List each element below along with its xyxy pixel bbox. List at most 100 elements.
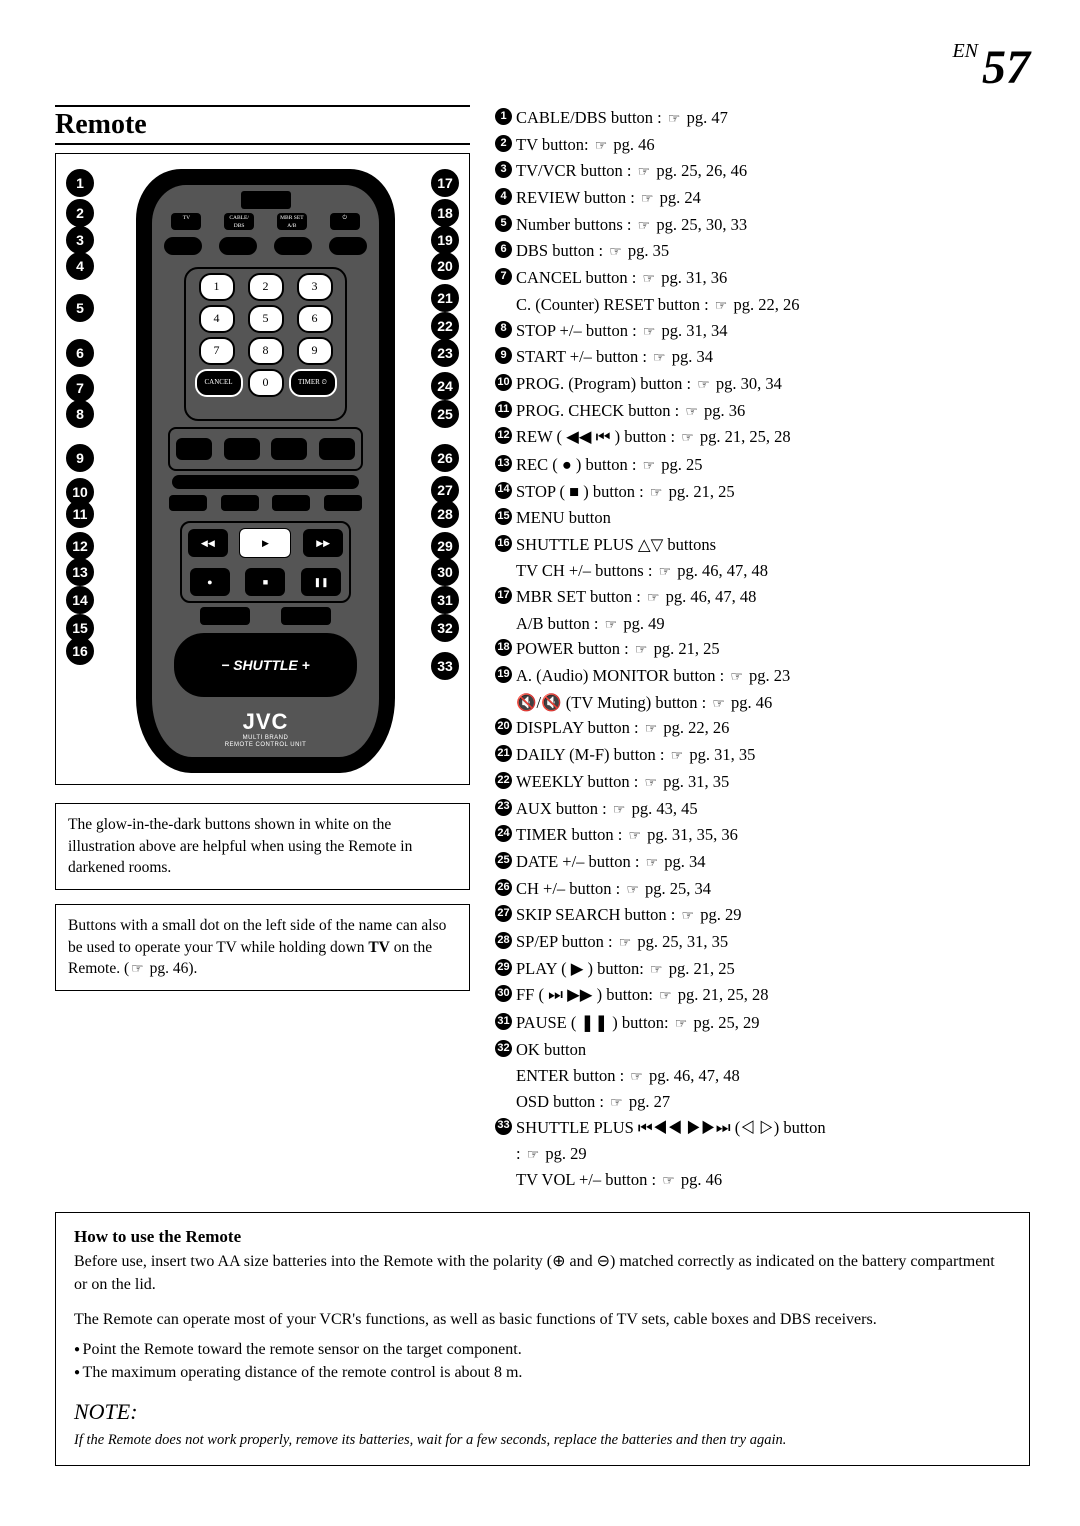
callout-2: 2 (66, 199, 94, 227)
ref-num: 13 (495, 455, 512, 472)
callout-4: 4 (66, 252, 94, 280)
ref-sub: TV CH +/– buttons : pg. 46, 47, 48 (495, 558, 1030, 584)
ref-num: 14 (495, 482, 512, 499)
ref-num: 16 (495, 535, 512, 552)
info-box-dot: Buttons with a small dot on the left sid… (55, 904, 470, 991)
ref-item-28: 28SP/EP button : pg. 25, 31, 35 (495, 929, 1030, 955)
pg-icon (683, 401, 700, 420)
ref-num: 20 (495, 718, 512, 735)
pg-icon (641, 321, 658, 340)
ref-text: OK button (516, 1037, 1030, 1063)
ref-item-27: 27SKIP SEARCH button : pg. 29 (495, 902, 1030, 928)
rew-btn: ◀◀ (188, 529, 228, 557)
play-btn: ▶ (239, 528, 291, 558)
ref-text: MENU button (516, 505, 1030, 531)
ref-item-9: 9START +/– button : pg. 34 (495, 344, 1030, 370)
remote-figure: 12345678910111213141516 1718192021222324… (55, 153, 470, 785)
ref-text: REC ( ● ) button : pg. 25 (516, 452, 1030, 478)
ref-num: 9 (495, 347, 512, 364)
ref-text: REVIEW button : pg. 24 (516, 185, 1030, 211)
cable-dbs-btn: CABLE/DBS (224, 213, 254, 230)
mbrset-btn: MBR SETA/B (277, 213, 307, 230)
pg-icon (617, 932, 634, 951)
cluster-row (168, 427, 363, 471)
ref-num: 21 (495, 745, 512, 762)
ref-item-6: 6DBS button : pg. 35 (495, 238, 1030, 264)
ref-sub: TV VOL +/– button : pg. 46 (495, 1167, 1030, 1193)
ref-num: 24 (495, 825, 512, 842)
ref-item-15: 15MENU button (495, 505, 1030, 531)
main-row: Remote 12345678910111213141516 171819202… (55, 105, 1030, 1192)
callout-1: 1 (66, 169, 94, 197)
pg-icon (728, 666, 745, 685)
pg-icon (657, 985, 674, 1004)
remote-screen (241, 191, 291, 209)
callout-22: 22 (431, 312, 459, 340)
logo-sub: MULTI BRANDREMOTE CONTROL UNIT (152, 735, 379, 749)
callout-5: 5 (66, 294, 94, 322)
ref-num: 6 (495, 241, 512, 258)
callout-23: 23 (431, 339, 459, 367)
howto-heading: How to use the Remote (74, 1225, 1011, 1250)
info-box-glow: The glow-in-the-dark buttons shown in wh… (55, 803, 470, 890)
ref-text: PAUSE ( ❚❚ ) button: pg. 25, 29 (516, 1010, 1030, 1036)
howto-b2: The maximum operating distance of the re… (74, 1361, 1011, 1384)
ref-text: SKIP SEARCH button : pg. 29 (516, 902, 1030, 928)
pg-icon (636, 161, 653, 180)
callout-19: 19 (431, 226, 459, 254)
callout-13: 13 (66, 558, 94, 586)
pg-icon (608, 1092, 625, 1111)
callout-7: 7 (66, 374, 94, 402)
ref-text: TV/VCR button : pg. 25, 26, 46 (516, 158, 1030, 184)
pg-icon (710, 693, 727, 712)
pg-icon (644, 852, 661, 871)
pg-icon (639, 188, 656, 207)
ref-sub: : pg. 29 (495, 1141, 1030, 1167)
callout-33: 33 (431, 652, 459, 680)
callout-20: 20 (431, 252, 459, 280)
pg-icon (679, 427, 696, 446)
ref-text: A. (Audio) MONITOR button : pg. 23 (516, 663, 1030, 689)
key-timer: TIMER ⏲ (289, 369, 337, 397)
ref-text: CANCEL button : pg. 31, 36 (516, 265, 1030, 291)
ref-item-10: 10PROG. (Program) button : pg. 30, 34 (495, 371, 1030, 397)
ref-item-7: 7CANCEL button : pg. 31, 36 (495, 265, 1030, 291)
ref-item-18: 18POWER button : pg. 21, 25 (495, 636, 1030, 662)
ref-item-2: 2TV button: pg. 46 (495, 132, 1030, 158)
callout-12: 12 (66, 532, 94, 560)
ref-text: PLAY ( ▶ ) button: pg. 21, 25 (516, 956, 1030, 982)
ref-num: 33 (495, 1118, 512, 1135)
ref-text: CH +/– button : pg. 25, 34 (516, 876, 1030, 902)
ref-text: DISPLAY button : pg. 22, 26 (516, 715, 1030, 741)
ref-text: STOP ( ■ ) button : pg. 21, 25 (516, 479, 1030, 505)
remote-body: TV CABLE/DBS MBR SETA/B ⏻ 123 (136, 169, 395, 773)
callout-25: 25 (431, 400, 459, 428)
ref-item-1: 1CABLE/DBS button : pg. 47 (495, 105, 1030, 131)
ref-item-16: 16SHUTTLE PLUS △▽ buttons (495, 532, 1030, 558)
stop-btn2: ■ (245, 568, 285, 596)
pg-icon (648, 959, 665, 978)
page: EN 57 Remote 12345678910111213141516 171… (0, 0, 1080, 1506)
ref-num: 5 (495, 215, 512, 232)
ref-text: DAILY (M-F) button : pg. 31, 35 (516, 742, 1030, 768)
pg-icon (626, 825, 643, 844)
date-btn (271, 438, 307, 460)
mid-btn (219, 237, 257, 255)
key-3: 3 (297, 273, 333, 301)
pg-icon (624, 879, 641, 898)
ref-num: 2 (495, 135, 512, 152)
ref-text: START +/– button : pg. 34 (516, 344, 1030, 370)
ref-text: TIMER button : pg. 31, 35, 36 (516, 822, 1030, 848)
pg-icon (695, 374, 712, 393)
pg-icon (633, 639, 650, 658)
callout-29: 29 (431, 532, 459, 560)
pg-icon (651, 347, 668, 366)
callout-14: 14 (66, 586, 94, 614)
ref-num: 29 (495, 959, 512, 976)
ref-num: 17 (495, 587, 512, 604)
ref-text: PROG. (Program) button : pg. 30, 34 (516, 371, 1030, 397)
pg-icon (643, 772, 660, 791)
ref-num: 23 (495, 799, 512, 816)
callout-9: 9 (66, 444, 94, 472)
callout-3: 3 (66, 226, 94, 254)
